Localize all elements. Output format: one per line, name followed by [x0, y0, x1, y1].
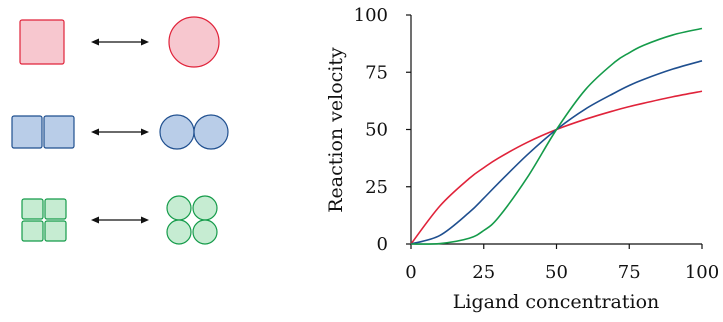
y-tick-label: 75: [365, 62, 388, 83]
x-tick-label: 50: [545, 262, 568, 283]
schematic-row-3: [21, 195, 218, 245]
square-subunit: [11, 115, 43, 149]
square-subunit: [21, 220, 44, 242]
subunit-circles: [168, 16, 220, 68]
subunit-schematic: [11, 16, 229, 245]
square-subunit: [19, 19, 65, 65]
square-subunit: [43, 115, 75, 149]
schematic-row-2: [11, 114, 229, 150]
circle-subunit: [166, 219, 192, 245]
subunit-circles: [166, 195, 218, 245]
series-line-green: [410, 27, 703, 245]
double-headed-arrow-icon: [91, 128, 149, 136]
subunit-squares: [19, 19, 65, 65]
y-tick-label: 25: [365, 177, 388, 198]
x-tick-label: 0: [405, 262, 416, 283]
x-tick-label: 100: [685, 262, 719, 283]
x-tick-label: 25: [472, 262, 495, 283]
circle-subunit: [159, 114, 195, 150]
x-tick-label: 75: [618, 262, 641, 283]
y-tick-label: 0: [377, 234, 388, 255]
square-subunit: [44, 220, 67, 242]
circle-subunit: [168, 16, 220, 68]
subunit-squares: [21, 198, 67, 242]
x-axis-label: Ligand concentration: [453, 291, 660, 313]
circle-subunit: [166, 195, 192, 221]
double-headed-arrow-icon: [91, 216, 149, 224]
chart: 0 25 50 75 100 0 25 50 75 100 Ligand concentratio…: [325, 5, 719, 313]
double-headed-arrow-icon: [91, 38, 149, 46]
square-subunit: [44, 198, 67, 220]
circle-subunit: [193, 114, 229, 150]
y-axis-label: Reaction velocity: [325, 47, 347, 213]
chart-axes: 0 25 50 75 100 0 25 50 75 100: [354, 5, 720, 283]
subunit-squares: [11, 115, 75, 149]
series-line-red: [410, 90, 703, 245]
y-tick-label: 50: [365, 120, 388, 141]
schematic-row-1: [19, 16, 220, 68]
series-line-blue: [410, 60, 703, 245]
circle-subunit: [192, 219, 218, 245]
subunit-circles: [159, 114, 229, 150]
circle-subunit: [192, 195, 218, 221]
square-subunit: [21, 198, 44, 220]
y-tick-label: 100: [354, 5, 388, 26]
chart-series: [410, 27, 703, 245]
